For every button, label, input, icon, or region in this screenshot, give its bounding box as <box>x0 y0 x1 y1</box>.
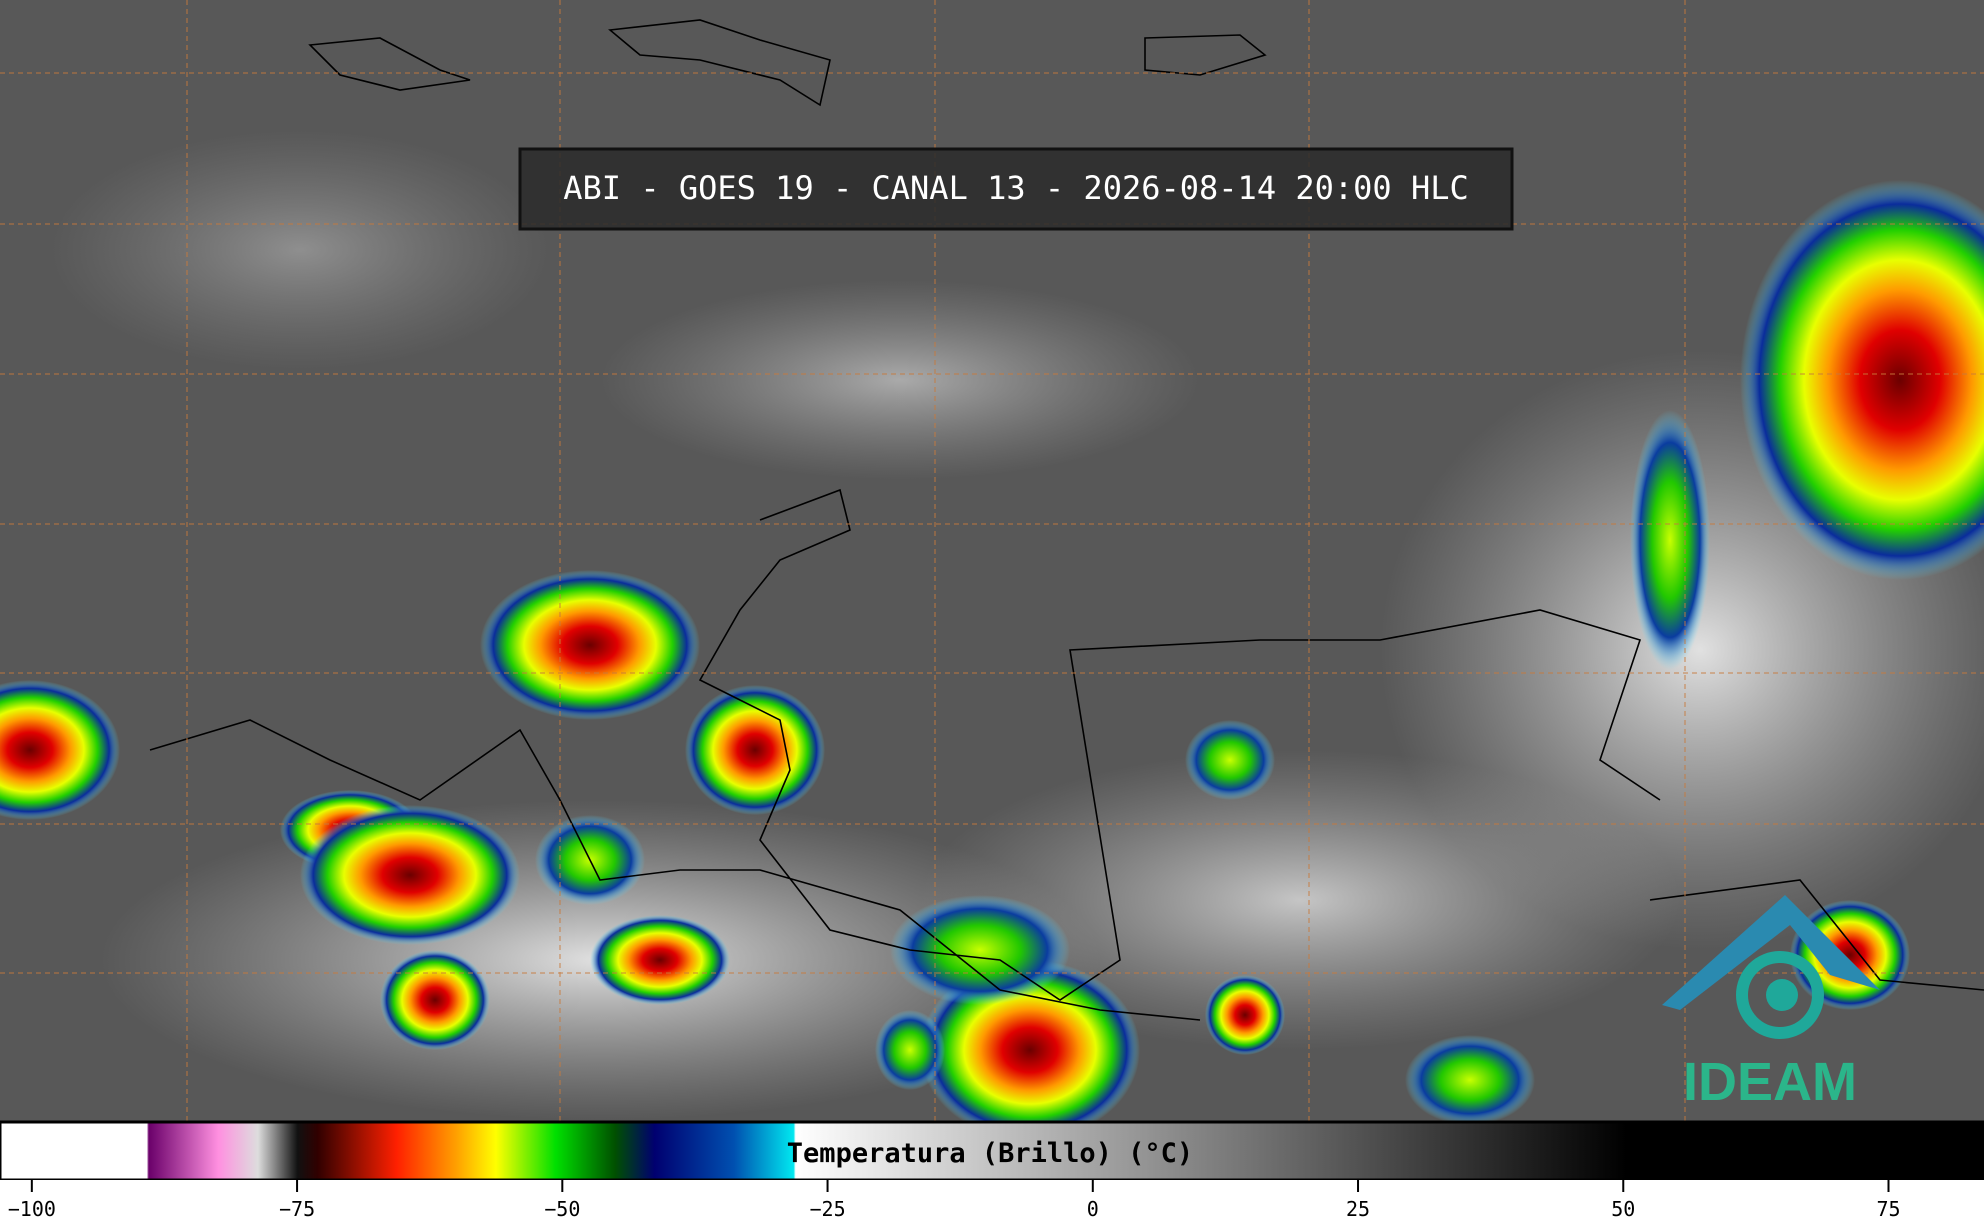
colorbar: Temperatura (Brillo) (°C) <box>0 1120 1984 1222</box>
colorbar-tick-label: −25 <box>809 1197 845 1221</box>
colorbar-tick-label: −100 <box>8 1197 56 1221</box>
colorbar-tick-label: −75 <box>279 1197 315 1221</box>
title-box: ABI - GOES 19 - CANAL 13 - 2026-08-14 20… <box>518 147 1514 231</box>
colorbar-tick-label: 25 <box>1346 1197 1370 1221</box>
coastline <box>308 19 1661 1001</box>
colorbar-tick-label: 50 <box>1611 1197 1635 1221</box>
title: ABI - GOES 19 - CANAL 13 - 2026-08-14 20… <box>563 169 1468 207</box>
logo: IDEAM <box>1662 895 1880 1112</box>
logo-text: IDEAM <box>1683 1052 1857 1112</box>
border-line <box>149 719 1984 1021</box>
colorbar-tick-label: 0 <box>1087 1197 1099 1221</box>
colorbar-tick-label: 75 <box>1876 1197 1900 1221</box>
colorbar-label: Temperatura (Brillo) (°C) <box>787 1138 1193 1169</box>
colorbar-tick-label: −50 <box>544 1197 580 1221</box>
